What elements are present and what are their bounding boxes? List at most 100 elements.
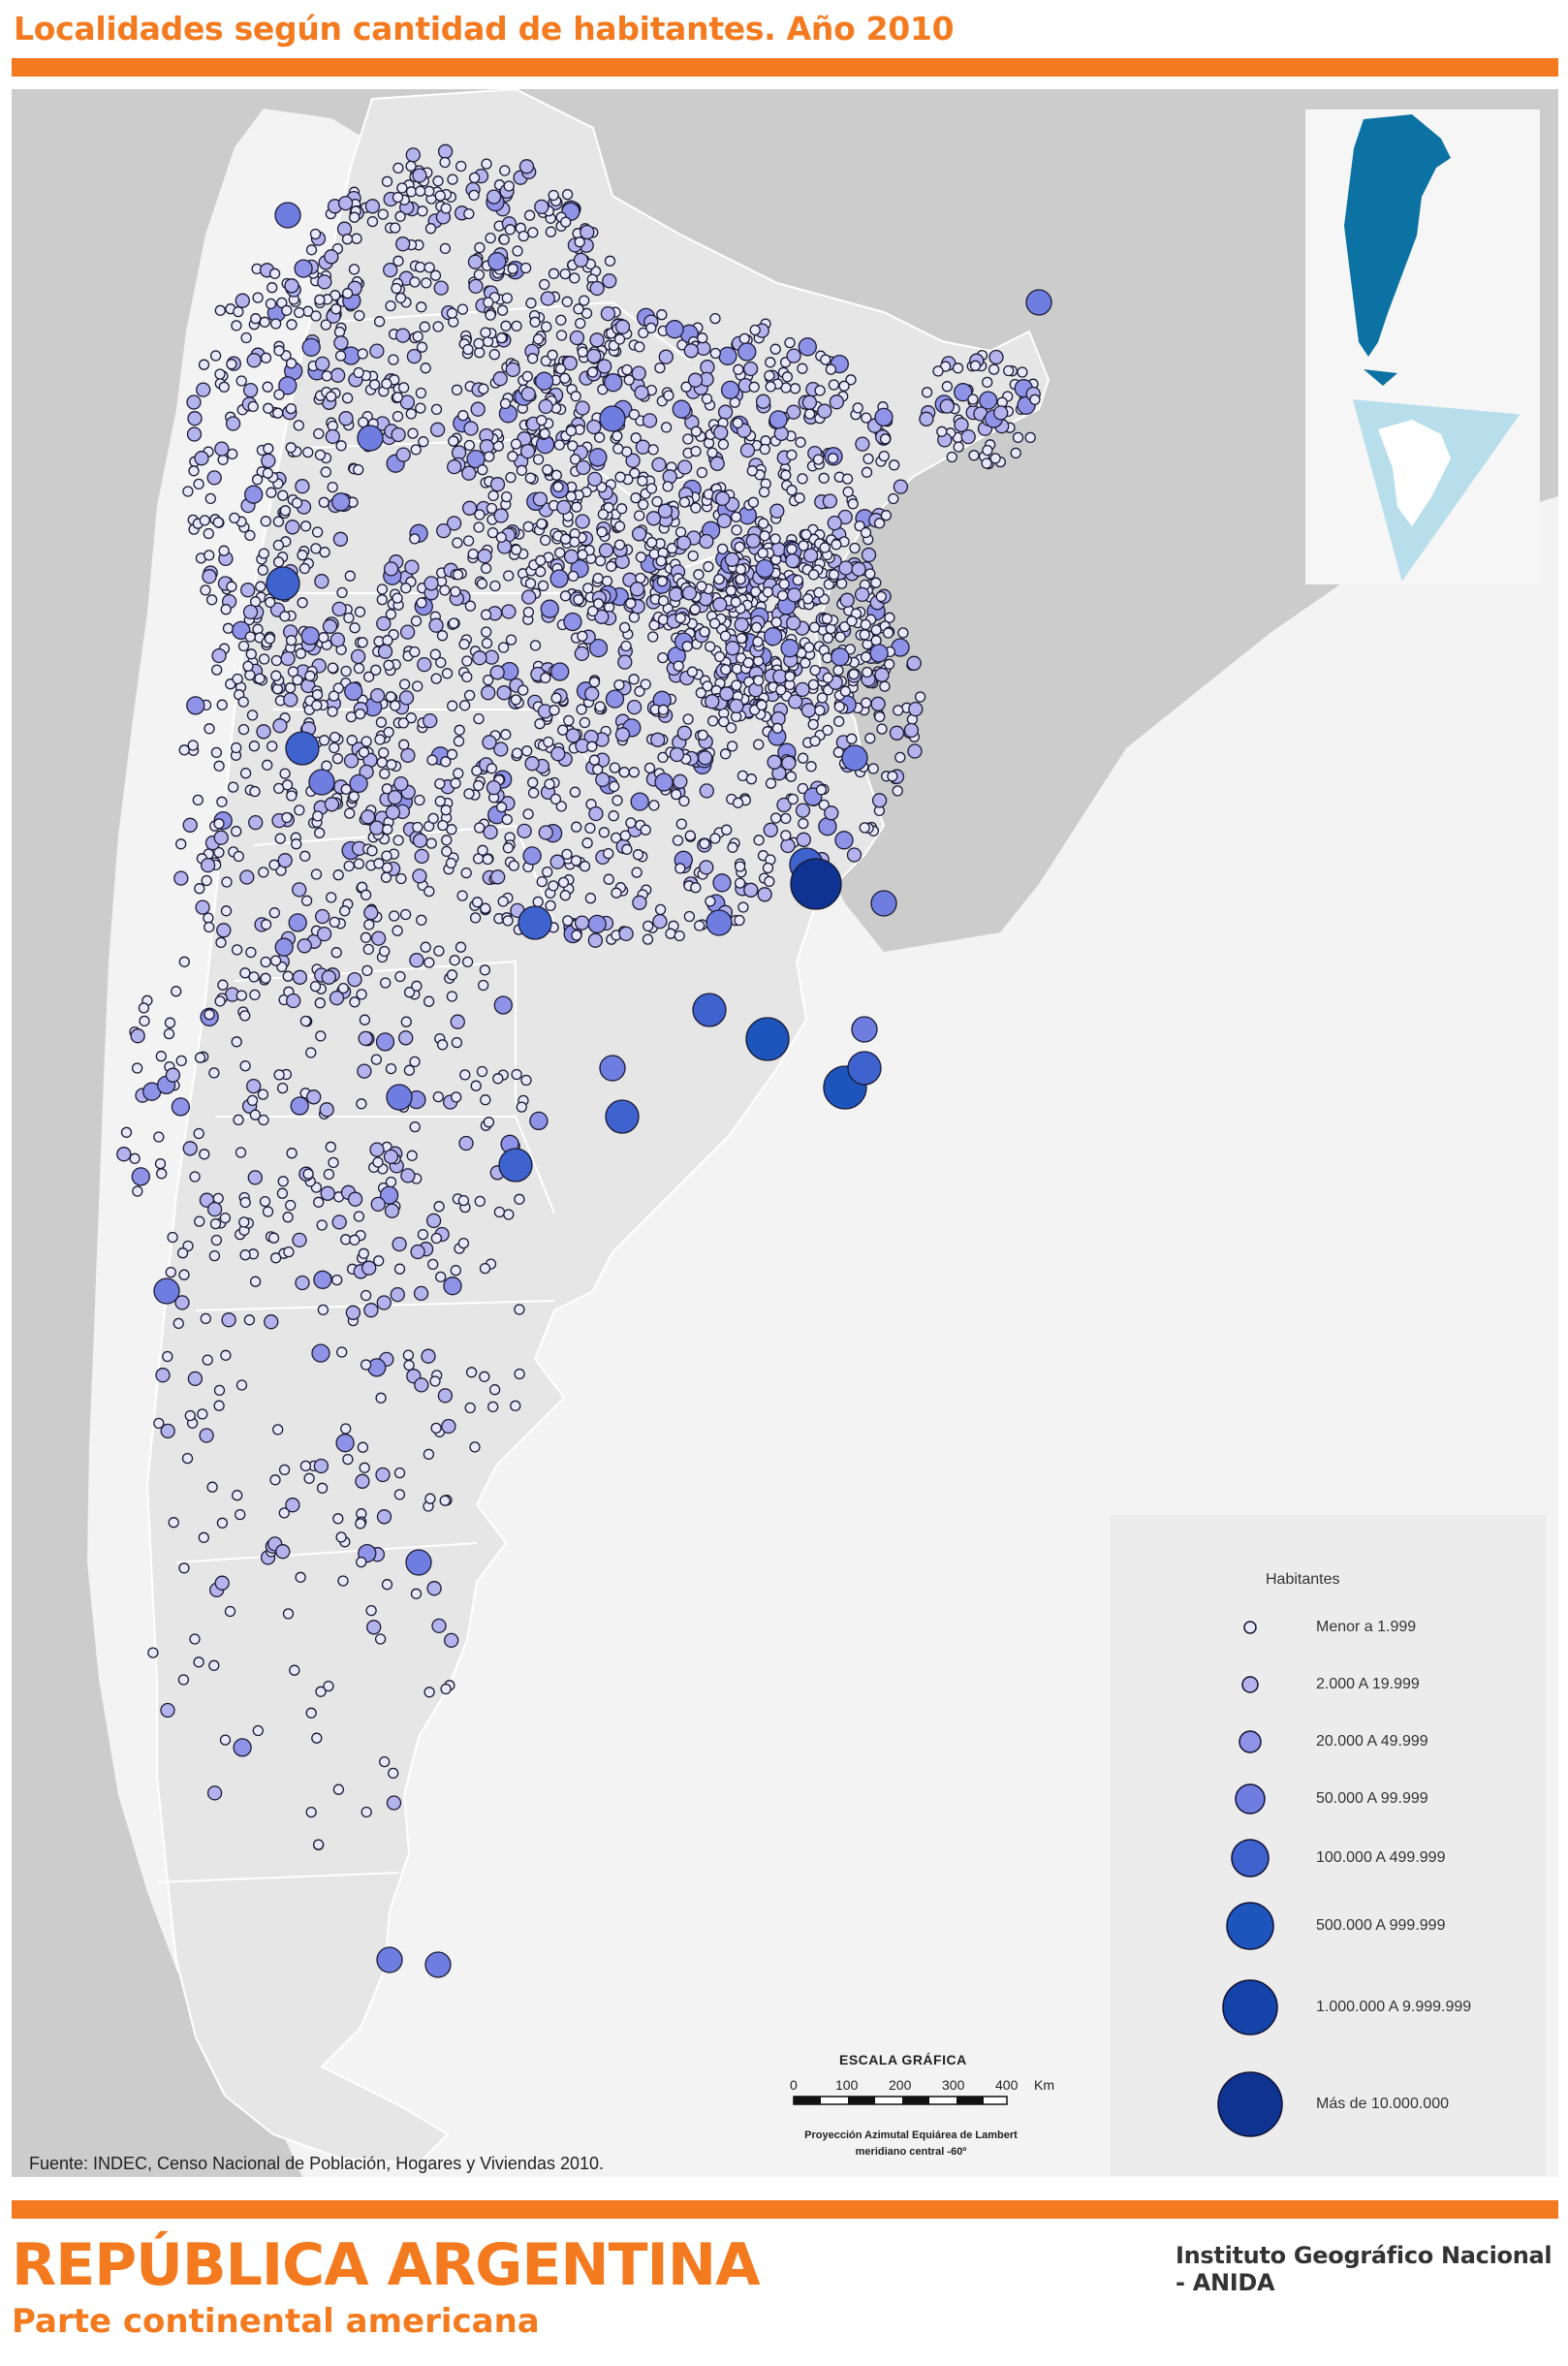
locality-dot-2787 [213, 1400, 225, 1411]
locality-dot-2751 [393, 1489, 406, 1500]
locality-dot-2154 [341, 393, 354, 404]
map-frame[interactable] [12, 89, 1558, 2177]
map-canvas[interactable] [12, 89, 1558, 2177]
locality-dot-561 [629, 467, 641, 479]
locality-dot-2862 [988, 349, 1004, 365]
locality-dot-2213 [260, 352, 272, 363]
locality-dot-1457 [458, 638, 470, 650]
locality-dot-2378 [187, 740, 199, 751]
locality-dot-1151 [461, 655, 473, 667]
locality-dot-1169 [629, 582, 645, 597]
locality-dot-52 [545, 226, 557, 237]
locality-dot-2641 [358, 1247, 369, 1259]
locality-dot-2280 [380, 871, 392, 883]
locality-dot-2440 [339, 905, 351, 917]
locality-dot-1955 [860, 651, 872, 663]
locality-dot-1392 [392, 592, 403, 604]
locality-dot-1483 [563, 612, 582, 632]
locality-dot-2544 [392, 925, 403, 936]
locality-dot-803 [879, 433, 892, 445]
locality-dot-843 [732, 417, 743, 429]
locality-dot-2554 [163, 1027, 175, 1040]
locality-dot-1624 [621, 843, 633, 855]
locality-dot-2792 [335, 1434, 355, 1453]
locality-dot-859 [709, 312, 721, 325]
locality-dot-2626 [423, 957, 435, 968]
chile-bolivia-paraguay-brazil-area [12, 89, 1558, 2177]
locality-dot-2199 [263, 402, 274, 414]
legend-symbol-7 [1222, 1979, 1278, 2035]
locality-dot-2949 [870, 890, 897, 917]
locality-dot-2941 [308, 769, 335, 796]
locality-dot-63 [541, 321, 552, 332]
locality-dot-2789 [153, 1417, 165, 1430]
locality-dot-2748 [303, 1472, 315, 1484]
locality-dot-1189 [527, 787, 540, 799]
locality-dot-197 [419, 321, 430, 332]
locality-dot-888 [713, 425, 729, 441]
locality-dot-992 [446, 516, 462, 531]
locality-dot-2248 [295, 647, 307, 659]
locality-dot-2215 [277, 489, 289, 501]
locality-dot-1134 [569, 786, 581, 798]
locality-dot-2652 [164, 1017, 176, 1028]
locality-dot-2818 [216, 1517, 229, 1529]
locality-dot-2243 [220, 604, 232, 615]
locality-dot-260 [488, 349, 500, 361]
locality-dot-1875 [719, 630, 732, 642]
locality-dot-655 [597, 359, 612, 374]
locality-dot-759 [538, 398, 553, 415]
locality-dot-777 [554, 363, 567, 375]
locality-dot-397 [718, 346, 737, 365]
locality-dot-1277 [436, 522, 452, 539]
locality-dot-1566 [594, 701, 606, 712]
locality-dot-2916 [953, 441, 964, 453]
locality-dot-2772 [285, 1498, 300, 1513]
locality-dot-2803 [299, 1460, 312, 1472]
locality-dot-2639 [214, 995, 226, 1007]
locality-dot-1244 [665, 928, 676, 939]
locality-dot-1240 [417, 656, 432, 673]
locality-dot-2856 [440, 1683, 452, 1695]
locality-dot-2457 [232, 673, 243, 685]
locality-dot-1464 [668, 586, 684, 602]
locality-dot-95 [437, 143, 454, 159]
locality-dot-2923 [939, 398, 955, 414]
locality-dot-2509 [216, 923, 232, 938]
locality-dot-1778 [714, 490, 731, 507]
locality-dot-676 [739, 442, 756, 458]
locality-dot-1834 [734, 616, 749, 633]
locality-dot-1633 [476, 578, 488, 589]
locality-dot-2342 [227, 781, 239, 793]
locality-dot-2735 [259, 1195, 271, 1208]
locality-dot-630 [537, 580, 549, 592]
locality-dot-1680 [675, 535, 692, 551]
locality-dot-2275 [258, 548, 269, 559]
locality-dot-2571 [483, 1117, 495, 1128]
locality-dot-2934 [692, 993, 727, 1027]
locality-dot-2274 [200, 584, 211, 596]
locality-dot-2855 [365, 1604, 377, 1617]
locality-dot-796 [696, 340, 711, 357]
locality-dot-688 [621, 363, 633, 376]
locality-dot-2830 [233, 1738, 252, 1757]
locality-dot-516 [765, 357, 776, 368]
locality-dot-2490 [326, 892, 337, 903]
locality-dot-2483 [492, 1073, 504, 1085]
locality-dot-2126 [318, 496, 329, 508]
locality-dot-82 [496, 304, 509, 316]
locality-dot-2292 [349, 773, 368, 794]
locality-dot-2822 [311, 1732, 323, 1744]
locality-dot-376 [397, 382, 410, 394]
locality-dot-1179 [587, 914, 607, 934]
locality-dot-1273 [412, 821, 423, 834]
locality-dot-2937 [847, 1051, 882, 1086]
locality-dot-375 [394, 210, 406, 222]
locality-dot-884 [874, 407, 894, 427]
locality-dot-998 [521, 745, 533, 757]
locality-dot-839 [812, 454, 825, 465]
locality-dot-1774 [453, 768, 464, 779]
locality-dot-2799 [176, 1247, 189, 1259]
locality-dot-1729 [690, 882, 702, 894]
locality-dot-2101 [240, 331, 252, 344]
